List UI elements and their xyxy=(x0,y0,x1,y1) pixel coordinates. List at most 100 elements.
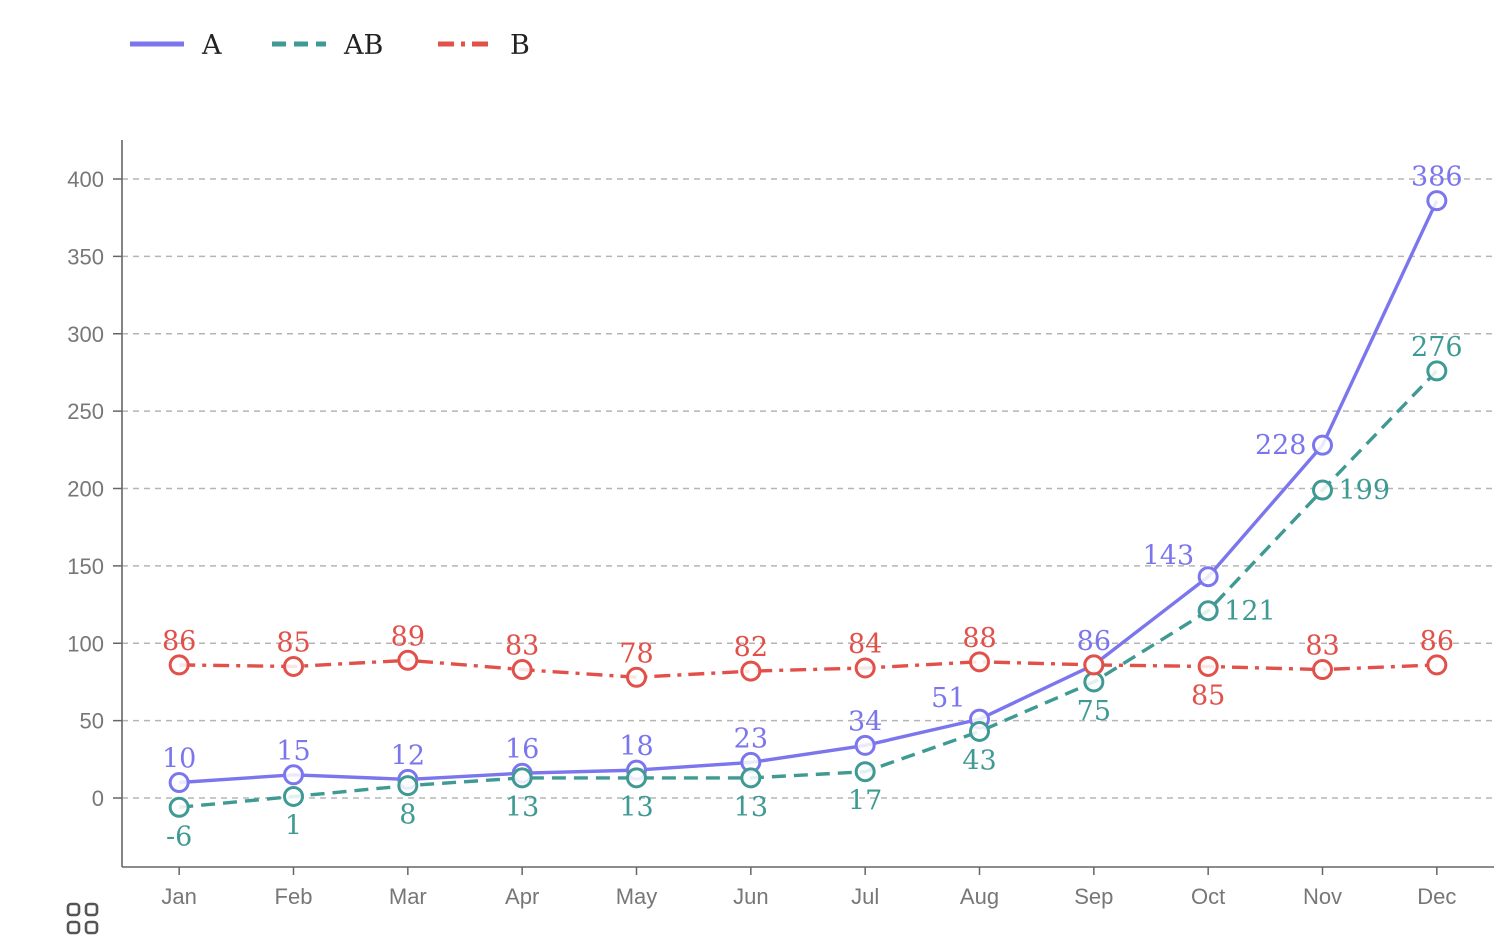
legend-item-A[interactable]: A xyxy=(130,30,222,61)
data-label-AB: 121 xyxy=(1224,596,1276,627)
x-tick-label: Oct xyxy=(1191,884,1225,909)
y-tick-label: 0 xyxy=(92,786,104,811)
data-label-B: 88 xyxy=(962,623,996,654)
data-label-A: 15 xyxy=(276,736,310,767)
data-point-AB xyxy=(511,767,533,789)
data-label-B: 85 xyxy=(1191,680,1225,711)
data-label-B: 82 xyxy=(734,632,768,663)
data-label-A: 228 xyxy=(1255,430,1307,461)
data-point-AB xyxy=(626,767,647,789)
data-label-A: 86 xyxy=(1077,626,1111,657)
data-point-B xyxy=(511,659,533,681)
data-label-A: 34 xyxy=(848,706,882,737)
series-line-AB xyxy=(179,369,1439,809)
data-label-A: 51 xyxy=(931,683,965,714)
data-point-AB xyxy=(283,785,304,807)
x-tick-label: May xyxy=(616,884,658,909)
y-tick-label: 400 xyxy=(67,167,104,192)
data-label-B: 78 xyxy=(619,638,653,669)
data-point-B xyxy=(168,654,190,676)
data-label-AB: 199 xyxy=(1339,475,1391,506)
data-point-AB xyxy=(740,767,762,789)
data-label-AB: 43 xyxy=(962,745,996,776)
data-label-A: 23 xyxy=(734,723,768,754)
data-point-B xyxy=(1426,654,1448,676)
x-tick-label: Jun xyxy=(733,884,768,909)
data-label-A: 18 xyxy=(619,731,653,762)
legend-item-AB[interactable]: AB xyxy=(272,30,383,61)
data-label-AB: 13 xyxy=(734,792,768,823)
grid-icon[interactable] xyxy=(66,902,99,935)
legend-label-AB: AB xyxy=(343,30,383,61)
data-label-AB: 13 xyxy=(619,792,653,823)
data-label-AB: 8 xyxy=(399,800,416,831)
data-label-A: 10 xyxy=(162,744,196,775)
data-label-AB: 17 xyxy=(848,786,882,817)
data-label-B: 83 xyxy=(1305,631,1339,662)
data-point-A xyxy=(283,764,304,786)
x-tick-label: Apr xyxy=(505,884,539,909)
y-axis: 0 50 100 150 200 250 300 350 400 xyxy=(67,140,123,867)
data-label-A: 386 xyxy=(1411,162,1463,193)
data-point-A xyxy=(168,772,190,794)
y-tick-label: 100 xyxy=(67,631,104,656)
data-point-AB xyxy=(397,775,419,797)
series-line-B xyxy=(179,658,1437,680)
data-point-AB xyxy=(854,761,876,783)
y-tick-label: 200 xyxy=(67,477,104,502)
y-tick-label: 250 xyxy=(67,399,104,424)
x-axis: Jan Feb Mar Apr May Jun Jul Aug Sep Oct Nov Dec xyxy=(122,866,1494,909)
y-tick-label: 300 xyxy=(67,322,104,347)
data-point-B xyxy=(626,666,647,688)
x-tick-label: Jul xyxy=(851,884,879,909)
x-tick-label: Jan xyxy=(161,884,196,909)
data-point-A xyxy=(1197,566,1219,588)
data-point-B xyxy=(283,655,304,677)
data-point-B xyxy=(740,660,762,682)
legend[interactable]: A AB B xyxy=(130,30,530,61)
data-label-AB: 1 xyxy=(285,810,302,841)
x-tick-label: Aug xyxy=(960,884,999,909)
data-label-B: 84 xyxy=(848,629,882,660)
data-label-AB: -6 xyxy=(166,821,192,852)
data-label-A: 143 xyxy=(1143,541,1195,572)
data-label-AB: 276 xyxy=(1411,332,1463,363)
data-point-B xyxy=(969,651,990,673)
data-point-A xyxy=(1426,190,1448,212)
y-tick-label: 350 xyxy=(67,244,104,269)
data-point-AB xyxy=(1083,671,1105,693)
data-point-A xyxy=(1312,434,1333,456)
legend-label-B: B xyxy=(510,30,530,61)
data-point-B xyxy=(397,649,419,671)
data-point-B xyxy=(854,657,876,679)
series-layer xyxy=(168,190,1448,818)
data-label-B: 86 xyxy=(1420,626,1454,657)
y-tick-label: 50 xyxy=(80,709,104,734)
data-point-AB xyxy=(1197,600,1219,622)
data-point-AB xyxy=(969,720,990,742)
data-label-B: 85 xyxy=(276,627,310,658)
series-line-A xyxy=(179,199,1439,785)
data-point-AB xyxy=(1426,360,1448,382)
data-point-B xyxy=(1312,659,1333,681)
x-tick-label: Dec xyxy=(1417,884,1456,909)
data-point-AB xyxy=(1312,479,1333,501)
data-point-B xyxy=(1197,655,1219,677)
data-label-B: 83 xyxy=(505,631,539,662)
data-point-AB xyxy=(168,796,190,818)
y-tick-label: 150 xyxy=(67,554,104,579)
x-tick-label: Feb xyxy=(275,884,313,909)
legend-item-B[interactable]: B xyxy=(438,30,530,61)
data-point-B xyxy=(1083,654,1105,676)
data-label-AB: 75 xyxy=(1077,696,1111,727)
legend-label-A: A xyxy=(201,30,222,61)
x-tick-label: Mar xyxy=(389,884,427,909)
x-tick-label: Nov xyxy=(1303,884,1342,909)
grid-lines xyxy=(122,178,1494,799)
data-label-B: 86 xyxy=(162,626,196,657)
data-label-A: 16 xyxy=(505,734,539,765)
data-point-A xyxy=(854,734,876,756)
data-label-B: 89 xyxy=(391,621,425,652)
